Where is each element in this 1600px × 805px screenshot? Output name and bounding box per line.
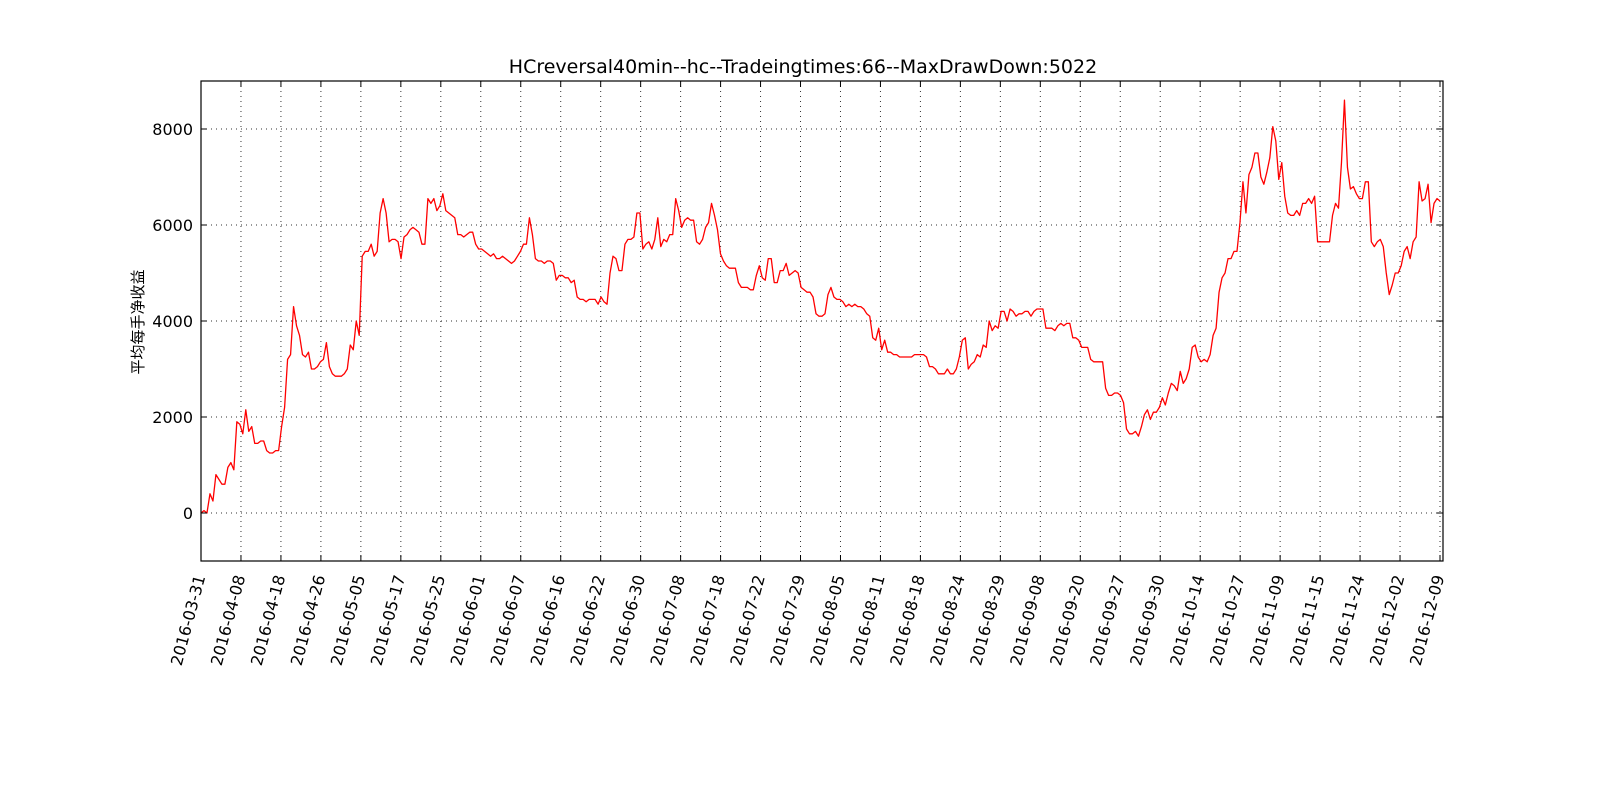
x-tick-label: 2016-09-20: [1046, 573, 1088, 668]
x-tick-label: 2016-08-24: [926, 573, 968, 668]
series-layer: [200, 99, 1441, 514]
x-tick-label: 2016-07-08: [647, 573, 689, 668]
x-tick-label: 2016-07-18: [686, 573, 728, 668]
x-tick-label: 2016-04-18: [247, 573, 289, 668]
x-tick-label: 2016-06-16: [527, 573, 569, 668]
x-tick-label: 2016-11-24: [1326, 573, 1368, 668]
x-tick-label: 2016-10-14: [1166, 573, 1208, 668]
y-axis-label: 平均每手净收益: [129, 269, 147, 374]
x-tick-label: 2016-07-22: [726, 573, 768, 668]
x-tick-label: 2016-11-15: [1286, 573, 1328, 668]
series-line-0: [200, 99, 1441, 514]
x-tick-label: 2016-11-09: [1246, 573, 1288, 668]
y-tick-label: 0: [183, 504, 193, 523]
grid-layer: [200, 81, 1443, 561]
y-tick-label: 4000: [152, 312, 193, 331]
x-tick-label: 2016-10-27: [1206, 573, 1248, 668]
x-tick-label: 2016-12-09: [1406, 573, 1448, 668]
x-tick-label: 2016-08-18: [886, 573, 928, 668]
x-tick-label: 2016-06-01: [447, 573, 489, 668]
x-axis: 2016-03-312016-04-082016-04-182016-04-26…: [167, 81, 1448, 668]
x-tick-label: 2016-09-30: [1126, 573, 1168, 668]
y-tick-label: 2000: [152, 408, 193, 427]
x-tick-label: 2016-04-08: [207, 573, 249, 668]
x-tick-label: 2016-08-11: [846, 573, 888, 668]
y-tick-label: 8000: [152, 120, 193, 139]
x-tick-label: 2016-09-27: [1086, 573, 1128, 668]
x-tick-label: 2016-04-26: [287, 573, 329, 668]
x-tick-label: 2016-05-17: [367, 573, 409, 668]
x-tick-label: 2016-06-30: [607, 573, 649, 668]
x-tick-label: 2016-03-31: [167, 573, 209, 668]
chart-title: HCreversal40min--hc--Tradeingtimes:66--M…: [509, 56, 1097, 78]
x-tick-label: 2016-05-25: [407, 573, 449, 668]
x-tick-label: 2016-08-05: [806, 573, 848, 668]
y-axis: 0 2000 4000 6000 8000: [152, 120, 1443, 523]
x-tick-label: 2016-12-02: [1366, 573, 1408, 668]
x-tick-label: 2016-05-05: [327, 573, 369, 668]
x-tick-label: 2016-06-22: [567, 573, 609, 668]
x-tick-label: 2016-09-08: [1006, 573, 1048, 668]
x-tick-label: 2016-07-29: [766, 573, 808, 668]
y-tick-label: 6000: [152, 216, 193, 235]
x-tick-label: 2016-06-07: [487, 573, 529, 668]
x-tick-label: 2016-08-29: [966, 573, 1008, 668]
